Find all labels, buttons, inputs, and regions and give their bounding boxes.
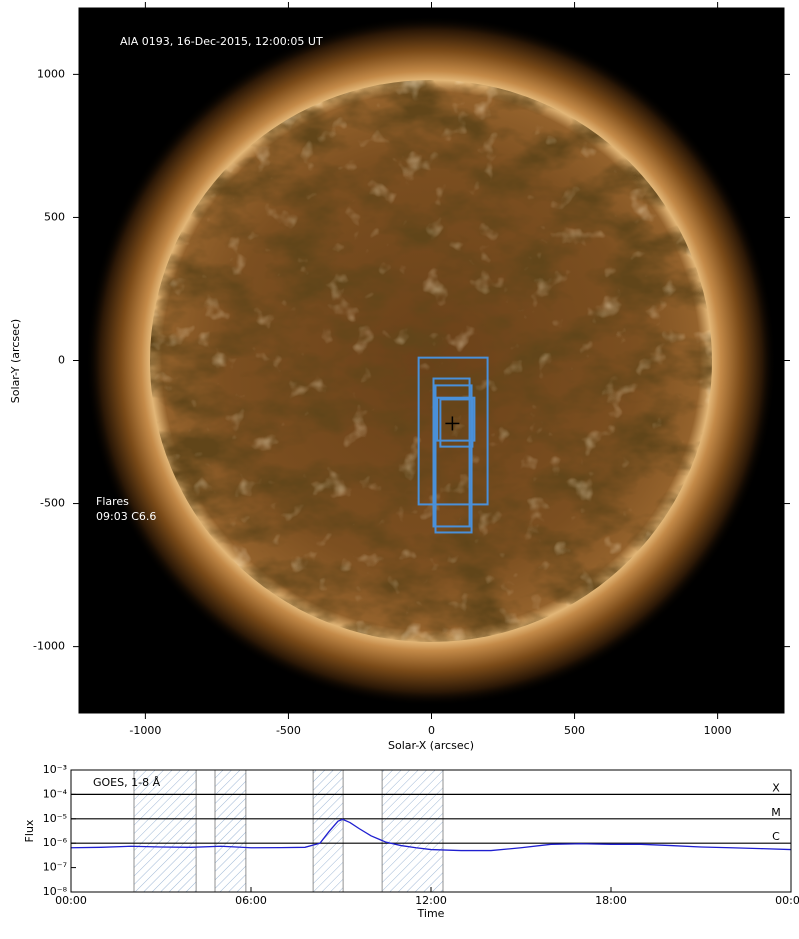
x-tick-label: 500 [564,724,585,737]
y-tick-label: 1000 [37,67,65,80]
solar-image [79,8,784,713]
region-box [417,356,489,506]
y-tick-label: 10⁻⁵ [43,812,67,825]
y-tick-label: 10⁻⁸ [43,885,68,898]
x-tick-label: 1000 [704,724,732,737]
disk-texture [150,80,712,642]
annotation: Flares [96,495,129,508]
class-label: C [772,830,780,843]
y-tick-label: 500 [44,210,65,223]
x-axis-label: Solar-X (arcsec) [388,739,474,752]
y-tick-label: 10⁻⁴ [43,787,68,800]
class-label: M [771,806,781,819]
image-title: AIA 0193, 16-Dec-2015, 12:00:05 UT [120,35,323,48]
flux-line [70,818,792,852]
x-tick-label: 0 [428,724,435,737]
x-tick-label: 18:00 [595,894,627,907]
y-tick-label: 10⁻³ [43,763,67,776]
region-box [434,384,473,534]
region-box [432,377,471,528]
class-label: X [772,781,780,794]
y-tick-label: -1000 [33,640,65,653]
x-tick-label: 00:00 [775,894,799,907]
observation-interval [133,769,197,893]
y-tick-label: -500 [40,497,65,510]
region-box [439,398,474,448]
y-tick-label: 10⁻⁶ [43,836,68,849]
goes-plot: XMC00:0006:0012:0018:0000:0010⁻⁸10⁻⁷10⁻⁶… [43,763,799,907]
x-tick-label: 00:00 [55,894,87,907]
y-axis-label: Solar-Y (arcsec) [9,319,22,403]
y-tick-label: 0 [58,354,65,367]
x-tick-label: -1000 [129,724,161,737]
x-tick-label: 12:00 [415,894,447,907]
y-tick-label: 10⁻⁷ [43,861,67,874]
observation-interval [214,769,247,893]
annotation: 09:03 C6.6 [96,510,156,523]
plot-frame [70,769,792,893]
observation-interval [381,769,444,893]
x-axis-label: Time [417,907,445,920]
y-axis-label: Flux [23,819,36,842]
bright-structure [150,80,712,642]
x-tick-label: 06:00 [235,894,267,907]
legend-entry: GOES, 1-8 Å [93,776,161,789]
observation-interval [312,769,344,893]
region-box [436,396,476,442]
x-tick-label: -500 [276,724,301,737]
